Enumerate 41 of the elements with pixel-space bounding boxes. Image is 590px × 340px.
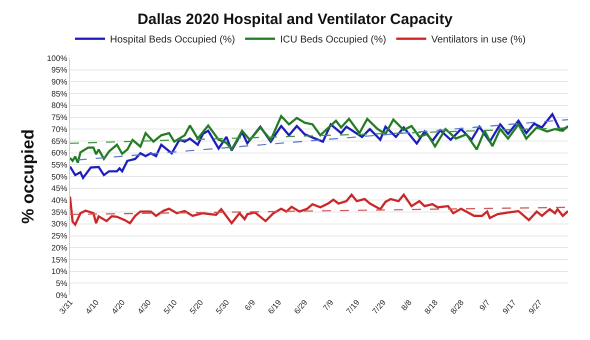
x-tick-label: 7/29 (370, 298, 388, 316)
legend-label: ICU Beds Occupied (%) (280, 34, 386, 46)
y-tick-label: 5% (56, 278, 68, 288)
x-tick-label: 6/9 (243, 298, 258, 312)
y-tick-label: 40% (51, 196, 68, 205)
y-tick-label: 95% (51, 66, 68, 75)
legend-label: Hospital Beds Occupied (%) (110, 34, 236, 46)
x-tick-label: 6/19 (266, 298, 284, 316)
x-tick-label: 8/8 (400, 298, 414, 312)
y-tick-label: 10% (51, 267, 68, 276)
y-tick-label: 100% (46, 54, 68, 63)
y-tick-label: 55% (51, 160, 68, 170)
y-tick-label: 70% (51, 124, 68, 134)
y-axis-title: % occupied (18, 129, 38, 224)
x-tick-label: 7/19 (344, 298, 362, 316)
line-series (70, 113, 568, 180)
chart-title: Dallas 2020 Hospital and Ventilator Capacity (137, 11, 454, 28)
x-tick-label: 4/30 (136, 298, 154, 316)
y-tick-label: 15% (51, 255, 68, 264)
x-tick-label: 4/10 (84, 298, 102, 316)
line-series (70, 114, 568, 164)
x-tick-label: 9/7 (478, 298, 492, 312)
y-tick-label: 35% (51, 208, 68, 217)
y-tick-label: 60% (51, 148, 68, 158)
y-tick-label: 30% (51, 220, 68, 229)
legend-label: Ventilators in use (%) (431, 34, 526, 46)
y-tick-label: 0% (56, 290, 68, 300)
x-tick-label: 3/31 (58, 298, 75, 316)
y-tick-label: 85% (51, 89, 68, 98)
x-tick-label: 4/20 (110, 298, 128, 316)
x-tick-label: 7/9 (321, 298, 336, 312)
y-tick-label: 50% (51, 172, 68, 182)
y-tick-label: 20% (51, 243, 68, 252)
y-tick-label: 80% (51, 101, 68, 110)
y-tick-label: 75% (51, 113, 68, 122)
y-tick-label: 45% (51, 184, 68, 194)
y-tick-label: 25% (51, 232, 68, 241)
y-tick-label: 65% (51, 136, 68, 146)
x-tick-label: 6/29 (292, 298, 310, 316)
y-tick-label: 90% (51, 78, 68, 86)
line-series (70, 194, 568, 226)
